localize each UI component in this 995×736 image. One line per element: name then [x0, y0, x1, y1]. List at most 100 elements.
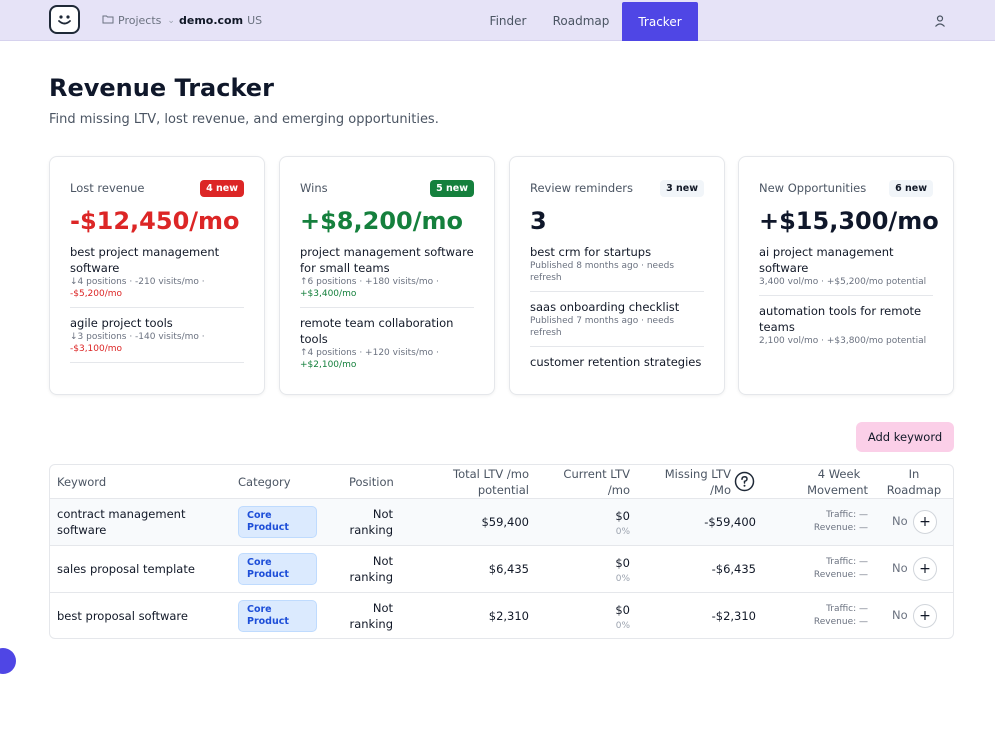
position-line1: Not — [372, 507, 393, 521]
projects-label: Projects — [118, 14, 162, 27]
col-current-ltv[interactable]: Current LTV /mo — [550, 466, 630, 498]
col-position[interactable]: Position — [349, 475, 394, 489]
list-item[interactable]: remote team collaboration tools ↑4 posit… — [300, 307, 474, 378]
page-title: Revenue Tracker — [49, 74, 274, 102]
item-title: customer retention strategies — [530, 355, 702, 369]
plus-icon: + — [919, 514, 931, 530]
list-item[interactable]: automation tools for remote teams 2,100 … — [759, 295, 933, 354]
current-ltv-cell: $0 0% — [550, 602, 630, 634]
position-line1: Not — [372, 554, 393, 568]
col-current-ltv-line2: /mo — [607, 483, 630, 497]
missing-ltv-cell: -$59,400 — [704, 515, 756, 529]
country-code: US — [247, 14, 263, 27]
col-movement-line2: Movement — [807, 483, 868, 497]
wins-card: Wins 5 new +$8,200/mo project management… — [279, 156, 495, 395]
category-line2: Product — [247, 616, 289, 627]
category-line2: Product — [247, 569, 289, 580]
card-value: +$15,300/mo — [759, 207, 939, 235]
user-icon[interactable] — [933, 13, 947, 32]
list-item[interactable]: ai project management software 3,400 vol… — [759, 237, 933, 295]
item-delta: +$2,100/mo — [300, 360, 357, 370]
tab-finder[interactable]: Finder — [489, 13, 527, 28]
current-ltv-cell: $0 0% — [550, 555, 630, 587]
list-item[interactable]: project management software for small te… — [300, 237, 474, 307]
position-cell: Not ranking — [340, 506, 393, 538]
missing-ltv-cell: -$6,435 — [711, 562, 756, 576]
item-meta: 2,100 vol/mo · +$3,800/mo potential — [759, 336, 927, 346]
add-to-roadmap-button[interactable]: + — [913, 557, 937, 581]
col-category[interactable]: Category — [238, 475, 291, 489]
list-item[interactable]: agile project tools ↓3 positions · -140 … — [70, 307, 244, 363]
position-cell: Not ranking — [340, 553, 393, 585]
missing-ltv-cell: -$2,310 — [711, 609, 756, 623]
total-ltv-cell: $2,310 — [488, 609, 529, 623]
item-meta: Published 8 months ago · needs refresh — [530, 261, 675, 283]
position-cell: Not ranking — [340, 600, 393, 632]
table-row[interactable]: best proposal software Core Product Not … — [50, 593, 953, 638]
card-label: Lost revenue — [70, 181, 145, 195]
item-meta: ↓3 positions · -140 visits/mo · — [70, 332, 205, 342]
keyword-table: Keyword Category Position Total LTV /mo … — [49, 464, 954, 639]
col-movement-line1: 4 Week — [817, 467, 861, 481]
traffic-movement: Traffic: — — [826, 557, 868, 567]
col-movement[interactable]: 4 Week Movement — [790, 466, 868, 498]
help-circle-icon[interactable] — [734, 471, 755, 496]
keyword-line1: contract management — [57, 507, 186, 521]
smiley-logo-icon[interactable] — [49, 5, 80, 34]
tab-roadmap[interactable]: Roadmap — [552, 13, 610, 28]
list-item[interactable]: saas onboarding checklist Published 7 mo… — [530, 291, 704, 346]
table-row[interactable]: sales proposal template Core Product Not… — [50, 546, 953, 593]
top-nav: Projects ⌄ demo.com US Finder Roadmap Tra… — [0, 0, 995, 41]
movement-cell: Traffic: — Revenue: — — [790, 603, 868, 629]
help-widget-button[interactable] — [0, 648, 16, 674]
list-item[interactable]: best crm for startups Published 8 months… — [530, 237, 704, 291]
current-ltv-value: $0 — [615, 603, 630, 617]
list-item[interactable]: best project management software ↓4 posi… — [70, 237, 244, 307]
col-total-ltv[interactable]: Total LTV /mo potential — [430, 466, 529, 498]
col-current-ltv-line1: Current LTV — [563, 467, 630, 481]
add-to-roadmap-button[interactable]: + — [913, 510, 937, 534]
col-missing-ltv[interactable]: Missing LTV /Mo — [650, 466, 731, 498]
item-meta: ↓4 positions · -210 visits/mo · — [70, 277, 205, 287]
domain-selector[interactable]: demo.com US — [179, 14, 262, 27]
plus-icon: + — [919, 561, 931, 577]
item-meta: 3,400 vol/mo · +$5,200/mo potential — [759, 277, 927, 287]
projects-dropdown[interactable]: Projects ⌄ — [102, 14, 175, 27]
traffic-movement: Traffic: — — [826, 604, 868, 614]
item-title: best project management software — [70, 245, 220, 275]
card-label: Wins — [300, 181, 328, 195]
new-badge: 6 new — [889, 179, 933, 197]
col-roadmap-line2: Roadmap — [886, 483, 942, 497]
item-title: saas onboarding checklist — [530, 300, 680, 314]
current-ltv-pct: 0% — [615, 621, 630, 631]
keyword-line2: software — [57, 523, 107, 537]
item-delta: +$3,400/mo — [300, 289, 357, 299]
tab-tracker[interactable]: Tracker — [622, 2, 698, 41]
current-ltv-pct: 0% — [615, 527, 630, 537]
list-item[interactable]: customer retention strategies — [530, 346, 704, 377]
card-value: -$12,450/mo — [70, 207, 240, 235]
new-badge: 3 new — [660, 179, 704, 197]
keyword-line1: sales proposal template — [57, 562, 195, 576]
category-badge: Core Product — [238, 600, 317, 632]
card-label: New Opportunities — [759, 181, 867, 195]
category-badge: Core Product — [238, 553, 317, 585]
table-row[interactable]: contract management software Core Produc… — [50, 499, 953, 546]
item-title: automation tools for remote teams — [759, 304, 922, 334]
roadmap-status: No — [892, 514, 908, 528]
position-line2: ranking — [349, 570, 393, 584]
current-ltv-value: $0 — [615, 509, 630, 523]
current-ltv-value: $0 — [615, 556, 630, 570]
position-line2: ranking — [349, 523, 393, 537]
item-meta: ↑4 positions · +120 visits/mo · — [300, 348, 439, 358]
keyword-cell: contract management software — [57, 506, 227, 538]
keyword-line1: best proposal software — [57, 609, 188, 623]
col-keyword[interactable]: Keyword — [57, 475, 107, 489]
col-total-ltv-line1: Total LTV /mo — [453, 467, 529, 481]
add-to-roadmap-button[interactable]: + — [913, 604, 937, 628]
category-line1: Core — [247, 557, 272, 568]
col-roadmap[interactable]: In Roadmap — [884, 466, 944, 498]
current-ltv-cell: $0 0% — [550, 508, 630, 540]
col-missing-ltv-line2: /Mo — [710, 483, 731, 497]
add-keyword-button[interactable]: Add keyword — [856, 422, 954, 452]
